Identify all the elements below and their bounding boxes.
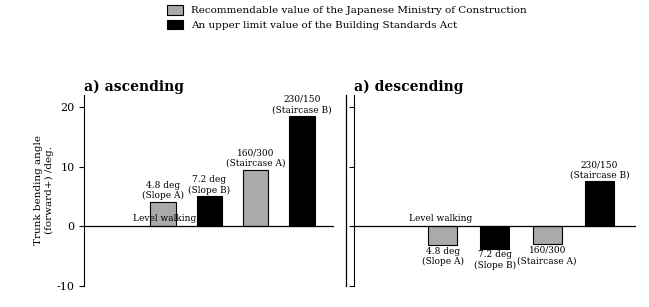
Text: 7.2 deg
(Slope B): 7.2 deg (Slope B)	[188, 175, 230, 195]
Text: a) descending: a) descending	[354, 80, 463, 94]
Bar	[243, 169, 268, 226]
Bar	[533, 226, 561, 244]
Bar	[480, 226, 509, 249]
Text: a) ascending: a) ascending	[84, 80, 184, 94]
Text: 7.2 deg
(Slope B): 7.2 deg (Slope B)	[474, 251, 516, 270]
Text: Level walking: Level walking	[409, 214, 472, 223]
Bar	[151, 202, 176, 226]
Text: 230/150
(Staircase B): 230/150 (Staircase B)	[272, 95, 332, 114]
Text: 160/300
(Staircase A): 160/300 (Staircase A)	[517, 246, 577, 265]
Y-axis label: Trunk bending angle
(forward+) /deg.: Trunk bending angle (forward+) /deg.	[34, 135, 54, 245]
Text: 230/150
(Staircase B): 230/150 (Staircase B)	[570, 160, 630, 180]
Text: 160/300
(Staircase A): 160/300 (Staircase A)	[226, 148, 286, 168]
Legend: Recommendable value of the Japanese Ministry of Construction, An upper limit val: Recommendable value of the Japanese Mini…	[167, 5, 527, 30]
Bar	[289, 116, 315, 226]
Text: Level walking: Level walking	[133, 214, 196, 223]
Bar	[585, 181, 614, 226]
Text: 4.8 deg
(Slope A): 4.8 deg (Slope A)	[142, 181, 184, 200]
Bar	[428, 226, 457, 245]
Bar	[197, 196, 222, 226]
Text: 4.8 deg
(Slope A): 4.8 deg (Slope A)	[422, 247, 463, 266]
